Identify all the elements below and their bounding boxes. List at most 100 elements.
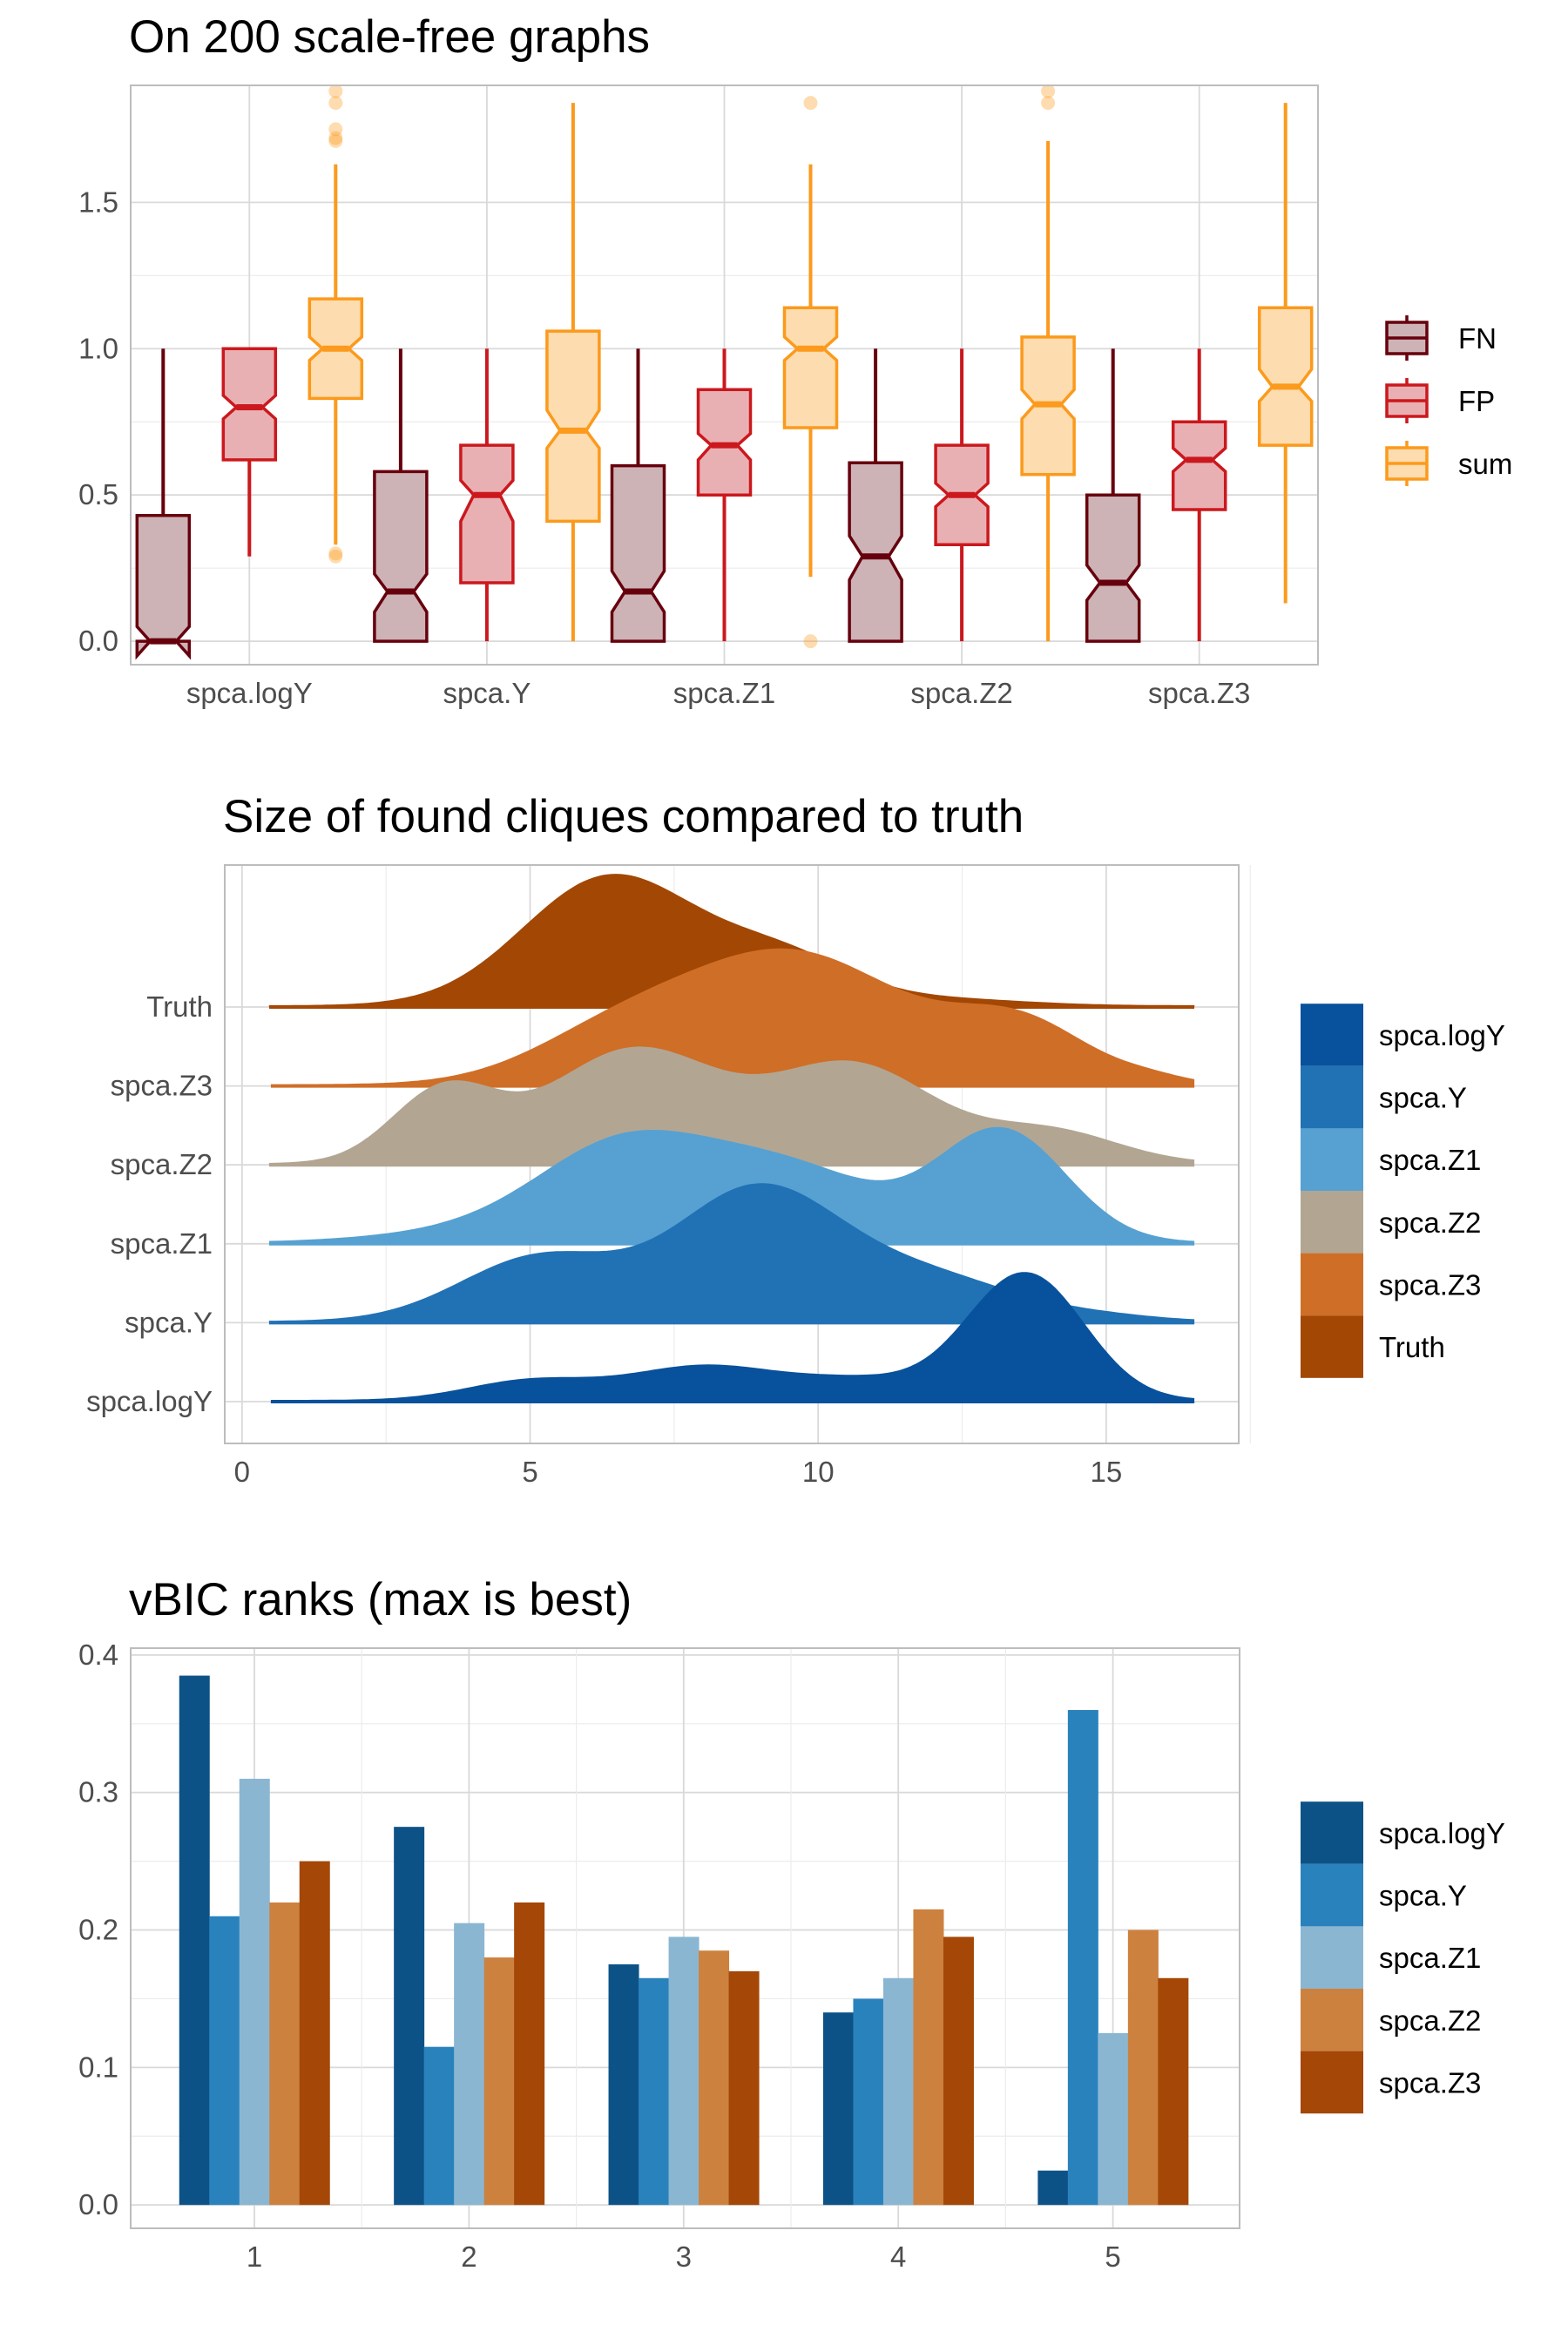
ridgeline-panel: Size of found cliques compared to truth …: [86, 791, 1505, 1488]
x-tick-label: spca.Z1: [673, 677, 775, 709]
box-fn-spca-z3: [1085, 348, 1141, 643]
bar-spca-z1-rank-4: [882, 1977, 914, 2206]
bar-spca-y-rank-3: [639, 1977, 670, 2206]
x-tick-label: spca.Y: [443, 677, 531, 709]
legend-item-sum: sum: [1383, 439, 1512, 488]
bar-title: vBIC ranks (max is best): [129, 1574, 632, 1625]
legend-label: spca.Z1: [1379, 1144, 1481, 1176]
box-sum-spca-y: [545, 103, 601, 642]
outlier-point: [328, 131, 343, 145]
notched-box: [135, 513, 192, 660]
legend-item-spca-logy: spca.logY: [1301, 1801, 1505, 1864]
notched-box: [782, 306, 839, 429]
ridgeline-title: Size of found cliques compared to truth: [223, 791, 1024, 842]
box-fp-spca-z3: [1171, 348, 1227, 642]
boxplot-tick-labels: 0.0 0.5 1.0 1.5 spca.logY spca.Y spca.Z1 spca.Z…: [78, 186, 1250, 709]
legend-item-spca-z2: spca.Z2: [1301, 1191, 1481, 1254]
outlier-point: [328, 96, 343, 111]
legend-swatch: [1301, 1191, 1363, 1254]
legend-label: spca.Z2: [1379, 1206, 1481, 1239]
y-tick-label: spca.Z3: [111, 1070, 213, 1102]
bar-spca-z3-rank-5: [1158, 1977, 1189, 2206]
legend-swatch: [1301, 1863, 1363, 1927]
boxplot-title: On 200 scale-free graphs: [129, 11, 650, 63]
x-tick-label: 15: [1091, 1456, 1123, 1488]
y-tick-label: spca.Z1: [111, 1227, 213, 1260]
y-tick-label: spca.Z2: [111, 1148, 213, 1180]
bar-spca-logy-rank-5: [1037, 2170, 1069, 2206]
legend-item-spca-y: spca.Y: [1301, 1065, 1467, 1129]
bar-spca-logy-rank-4: [822, 2012, 854, 2206]
legend-swatch: [1301, 1926, 1363, 1989]
legend-swatch: [1301, 1128, 1363, 1191]
ridgeline-plot-frame: [224, 864, 1240, 1444]
notched-box: [610, 463, 666, 643]
outlier-point: [803, 96, 818, 111]
legend-label: spca.Z3: [1379, 2066, 1481, 2099]
x-tick-label: 5: [522, 1456, 537, 1488]
legend-label: Truth: [1379, 1331, 1445, 1363]
bar-spca-z3-rank-3: [728, 1970, 760, 2206]
boxplot-legend: FN FP sum: [1383, 314, 1512, 488]
y-tick-label: 0.3: [78, 1776, 118, 1808]
boxplot-panel: On 200 scale-free graphs 0.0 0.5 1.0 1.5 spc…: [78, 11, 1512, 709]
bar-spca-z3-rank-2: [514, 1902, 545, 2206]
box-fn-spca-z2: [848, 348, 903, 643]
legend-item-fn: FN: [1383, 314, 1497, 362]
density-ridge-spca-z3: [270, 948, 1195, 1088]
legend-label: spca.Y: [1379, 1082, 1467, 1114]
box-sum-spca-z3: [1257, 103, 1314, 604]
bar-panel: vBIC ranks (max is best) 0.0 0.1 0.2 0.3 0.4…: [78, 1574, 1505, 2273]
notched-box: [1171, 420, 1227, 511]
legend-item-spca-z1: spca.Z1: [1301, 1926, 1481, 1989]
density-ridge-spca-logy: [270, 1272, 1195, 1403]
legend-item-spca-y: spca.Y: [1301, 1863, 1467, 1927]
x-tick-label: 10: [802, 1456, 835, 1488]
bar-spca-y-rank-5: [1067, 1710, 1098, 2206]
bar-spca-z1-rank-5: [1098, 2032, 1129, 2206]
y-tick-label: 0.0: [78, 2188, 118, 2220]
bar-spca-z2-rank-2: [483, 1957, 515, 2206]
boxplot-marks: [135, 84, 1314, 660]
legend-label: spca.logY: [1379, 1019, 1505, 1051]
outlier-point: [328, 546, 343, 561]
notched-box: [545, 329, 601, 524]
bar-spca-logy-rank-3: [608, 1963, 639, 2206]
bar-tick-labels: 0.0 0.1 0.2 0.3 0.4 1 2 3 4 5: [78, 1639, 1121, 2273]
legend-swatch: [1301, 1253, 1363, 1316]
legend-label: FP: [1458, 385, 1495, 417]
x-tick-label: 2: [461, 2240, 476, 2273]
density-ridge-truth: [268, 874, 1195, 1009]
y-tick-label: Truth: [146, 990, 213, 1023]
bar-spca-y-rank-2: [423, 2046, 455, 2206]
y-tick-label: 1.5: [78, 186, 118, 218]
x-tick-label: 4: [890, 2240, 906, 2273]
bar-spca-z1-rank-1: [239, 1778, 270, 2206]
legend-swatch: [1301, 1989, 1363, 2051]
bar-spca-z2-rank-4: [913, 1909, 944, 2206]
box-sum-spca-z2: [1020, 84, 1076, 642]
y-tick-label: spca.Y: [125, 1306, 213, 1338]
bar-legend: spca.logY spca.Y spca.Z1 spca.Z2 spca.Z3: [1301, 1801, 1505, 2114]
notched-box: [848, 461, 903, 643]
box-fn-spca-logy: [135, 348, 192, 660]
bar-plot-frame: [130, 1647, 1240, 2229]
ridgeline-tick-labels: 0 5 10 15 spca.logY spca.Y spca.Z1 spca.Z2 spca.…: [86, 990, 1122, 1488]
notched-box: [373, 470, 429, 643]
ridgeline-legend: spca.logY spca.Y spca.Z1 spca.Z2 spca.Z3 Trut…: [1301, 1004, 1505, 1378]
legend-swatch: [1301, 1801, 1363, 1864]
outlier-point: [328, 133, 343, 148]
bar-spca-logy-rank-2: [394, 1827, 425, 2206]
legend-swatch: [1301, 1315, 1363, 1378]
legend-item-truth: Truth: [1301, 1315, 1445, 1378]
x-tick-label: 0: [234, 1456, 250, 1488]
box-fp-spca-y: [459, 348, 515, 642]
outlier-point: [1041, 84, 1056, 98]
outlier-point: [328, 549, 343, 564]
bar-spca-y-rank-4: [853, 1998, 884, 2206]
legend-label: spca.Z2: [1379, 2004, 1481, 2037]
density-ridge-spca-z2: [268, 1046, 1195, 1167]
outlier-point: [803, 634, 818, 649]
bar-marks: [179, 1675, 1189, 2206]
legend-label: spca.Z1: [1379, 1942, 1481, 1974]
